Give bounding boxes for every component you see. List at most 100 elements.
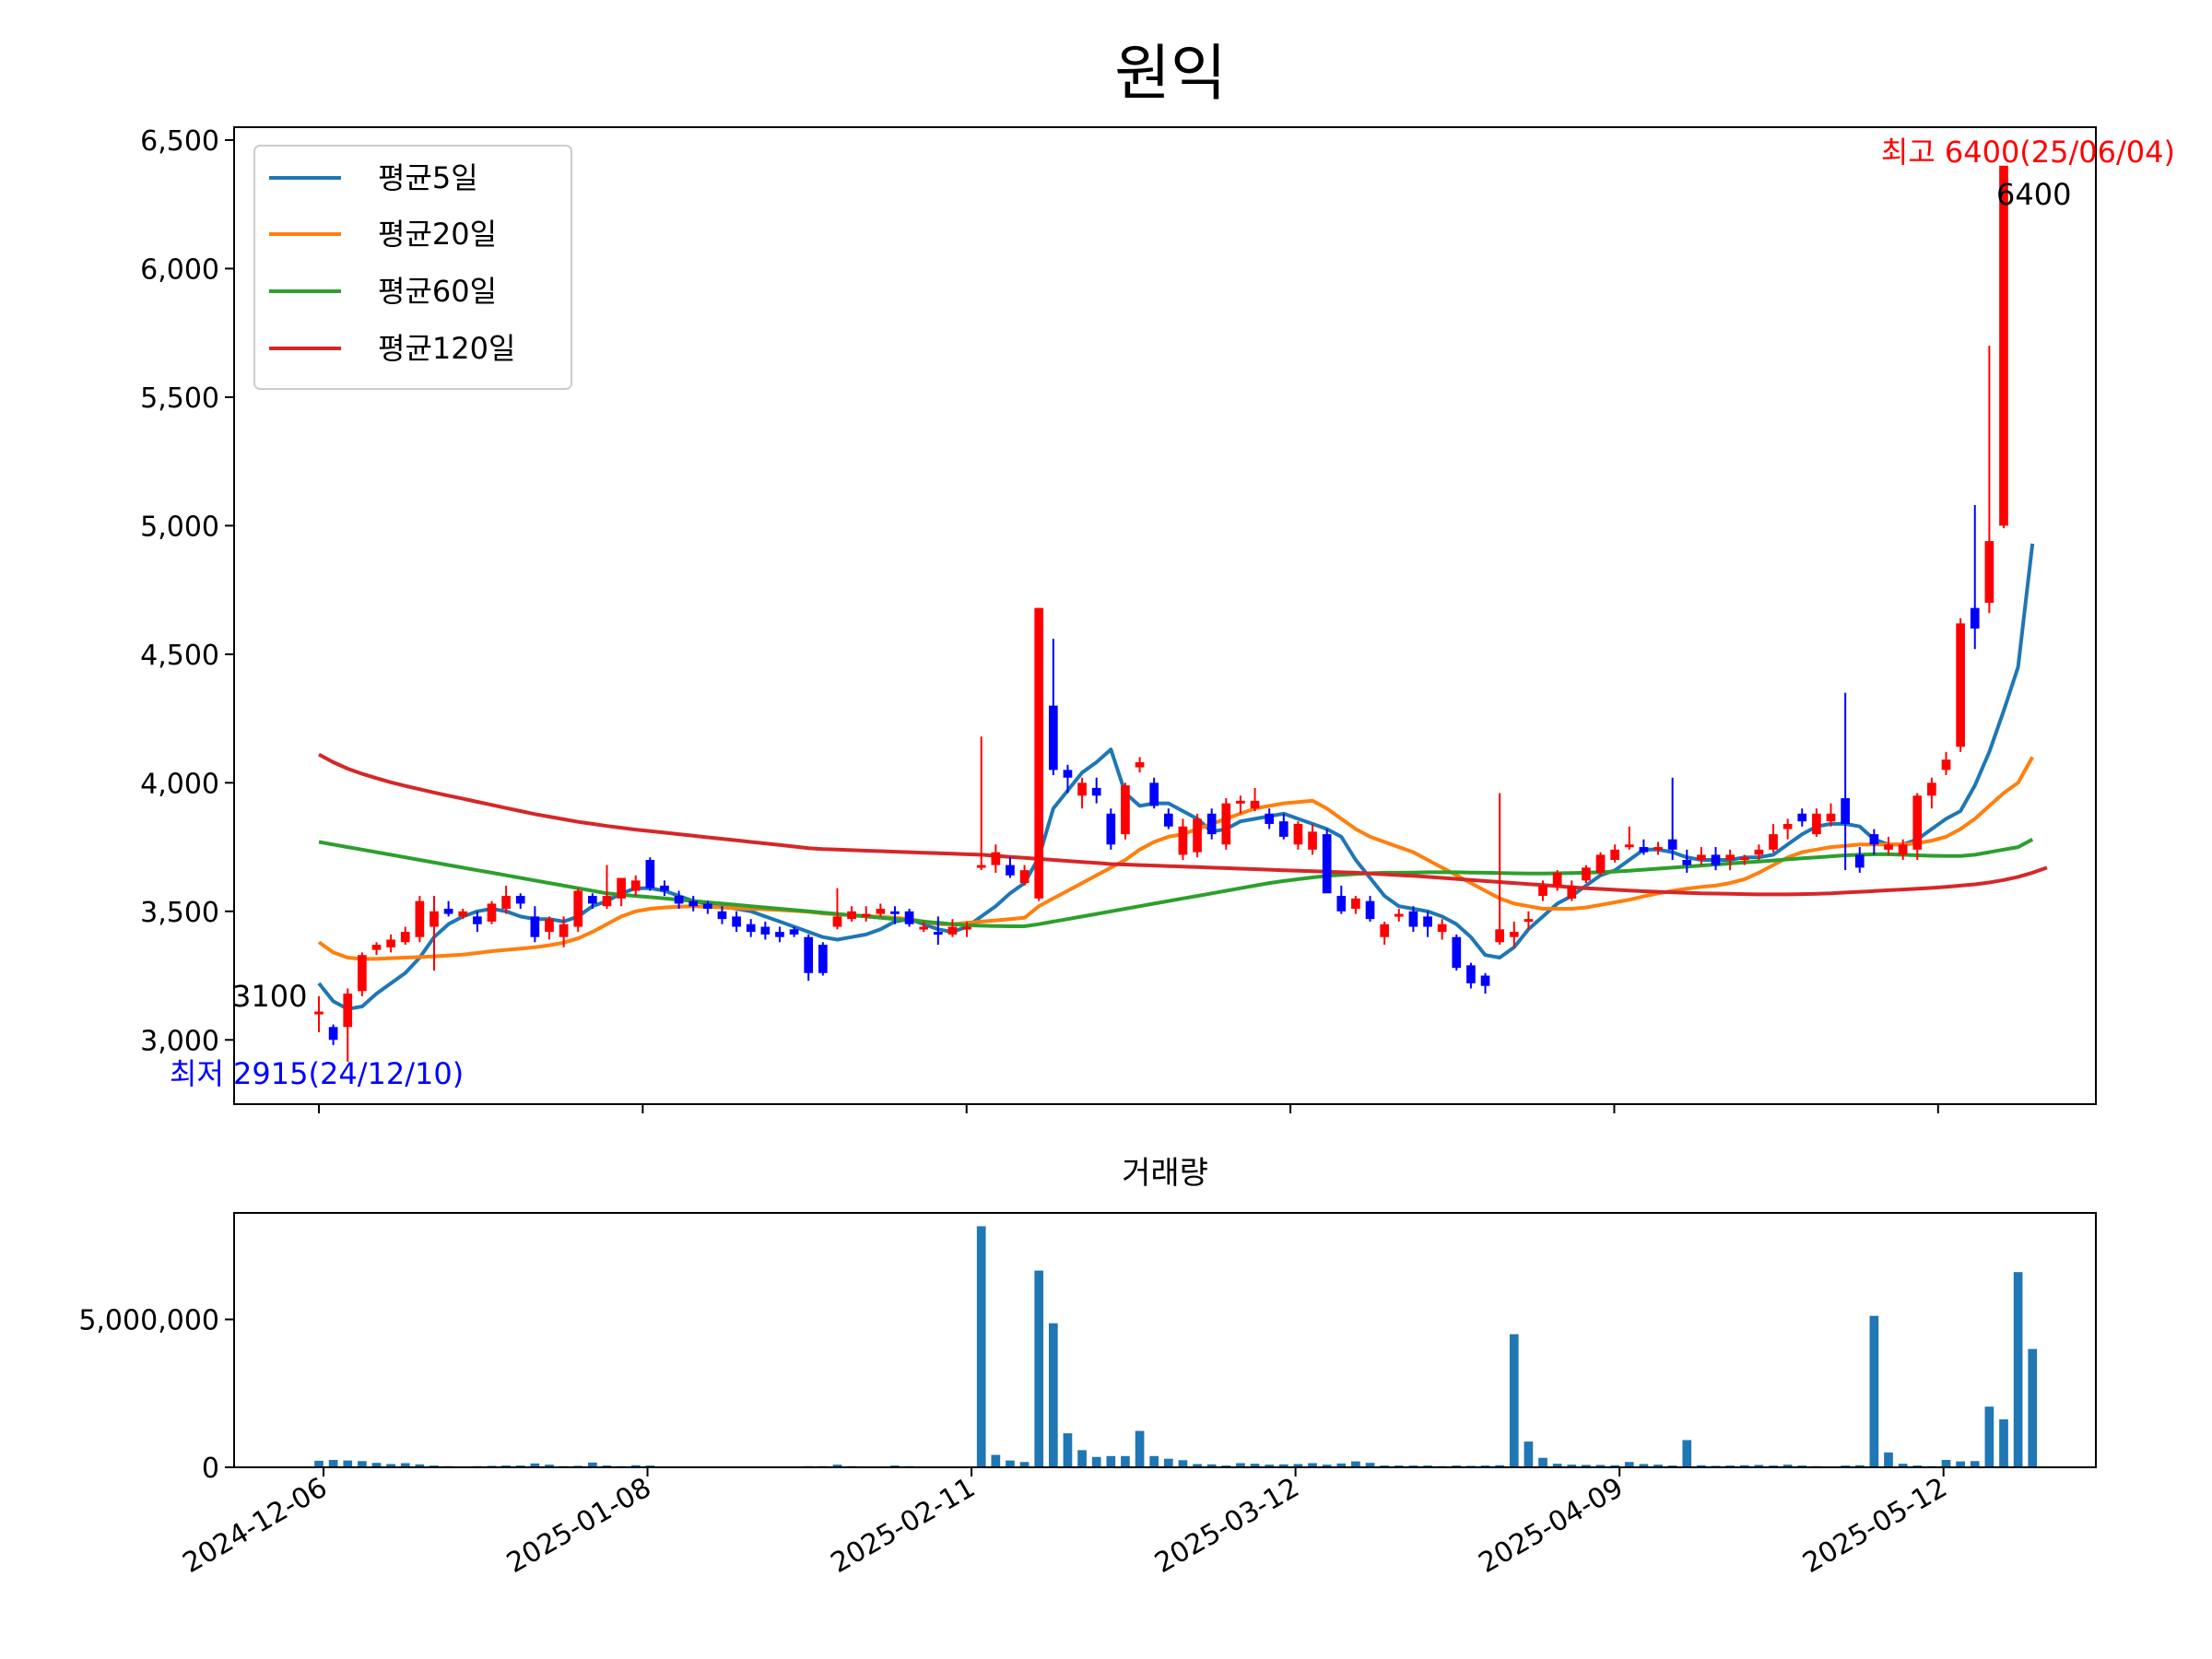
candle-body [760,926,771,935]
max-price-annotation: 최고 6400(25/06/04) [1881,135,2175,170]
volume-bar [1854,1465,1865,1467]
candle-body [1624,844,1634,848]
volume-bar [343,1460,353,1467]
legend: 평균5일 평균20일 평균60일 평균120일 [253,145,572,390]
volume-bar [1524,1441,1534,1467]
volume-bar [1956,1461,1965,1467]
candle-body [358,955,367,992]
candle-body [688,900,699,907]
candle-body [1754,849,1764,855]
price-y-tick-label: 3,000 [140,1025,219,1057]
candle-body [487,903,497,922]
candle-body [573,890,583,927]
volume-bar [314,1460,324,1467]
legend-label-ma120: 평균120일 [378,331,515,366]
candle-body [386,939,395,947]
candle-body [501,896,511,909]
candle-body [1193,818,1202,853]
volume-bar [1006,1460,1015,1467]
chart-title: 원익 [1114,38,1226,109]
candle-body [602,896,612,907]
candle-body [1854,854,1865,868]
candle-body [1121,785,1130,835]
volume-bar [1365,1463,1375,1467]
candle-body [746,924,756,933]
candle-body [1063,770,1073,778]
candle-body [1452,936,1462,969]
volume-bar [1941,1459,1951,1467]
candlesticks [314,165,2008,1062]
volume-bar [1163,1458,1173,1467]
candle-body [732,916,741,927]
volume-bar [991,1454,1001,1467]
candle-body [1106,813,1116,845]
candle-body [1711,854,1721,865]
candle-body [1595,854,1606,873]
volume-bar [1869,1315,1879,1467]
volume-bar [1495,1465,1505,1467]
candle-body [919,926,929,930]
volume-bar [1206,1464,1217,1467]
price-y-tick-label: 5,500 [140,382,219,415]
ma-line-2 [318,837,2034,928]
volume-bars [314,1226,2038,1467]
volume-y-tick-label: 0 [202,1453,219,1485]
candle-body [1178,826,1188,855]
candle-body [328,1027,338,1041]
candle-body [443,909,453,914]
candle-body [429,911,439,927]
candle-body [617,877,626,899]
candle-body [1077,782,1087,796]
volume-bar [1265,1465,1275,1467]
volume-bar [1121,1455,1130,1467]
volume-bar [1178,1460,1188,1467]
volume-bar [400,1463,410,1467]
candle-body [1048,705,1058,771]
legend-label-ma5: 평균5일 [378,160,478,195]
candle-body [1336,896,1347,912]
legend-frame [253,145,572,390]
price-axes-frame [233,126,2097,1105]
candle-body [832,916,842,927]
volume-bar [1610,1465,1619,1467]
candle-body [1898,844,1908,855]
volume-bar [1999,1419,2008,1467]
candle-body [1552,872,1562,886]
candle-body [789,929,799,935]
volume-bar [1106,1455,1116,1467]
volume-bar [1970,1461,1980,1467]
volume-bar [1193,1464,1202,1467]
volume-bar [328,1459,338,1467]
candle-body [1927,782,1936,796]
candle-body [1308,831,1317,850]
volume-bar [1639,1464,1649,1467]
candle-body [1538,885,1547,897]
candle-body [559,924,569,937]
candle-body [1912,795,1923,850]
candle-body [775,932,784,937]
ma-line-3 [318,752,2048,897]
volume-bar [1236,1463,1245,1467]
volume-bar [832,1465,842,1467]
candle-body [645,860,655,888]
legend-label-ma20: 평균20일 [378,217,497,252]
volume-bar [1754,1465,1764,1467]
price-y-tick-label: 6,000 [140,253,219,286]
candle-body [1394,913,1404,917]
candle-body [473,916,482,924]
volume-bar [1624,1462,1634,1467]
volume-bar [371,1463,382,1467]
candle-body [1495,929,1505,943]
candle-body [1653,847,1663,851]
candle-body [1006,865,1015,876]
volume-bar [1322,1465,1332,1467]
candle-body [343,994,353,1028]
volume-bar [976,1226,986,1467]
candle-body [1783,823,1793,830]
candle-body [1034,607,1044,899]
candle-body [976,865,986,868]
volume-bar [1351,1461,1360,1467]
volume-bar [1552,1464,1562,1467]
price-y-axis: 3,000 3,500 4,000 4,500 5,000 5,500 6,000 6,500 [140,125,234,1057]
